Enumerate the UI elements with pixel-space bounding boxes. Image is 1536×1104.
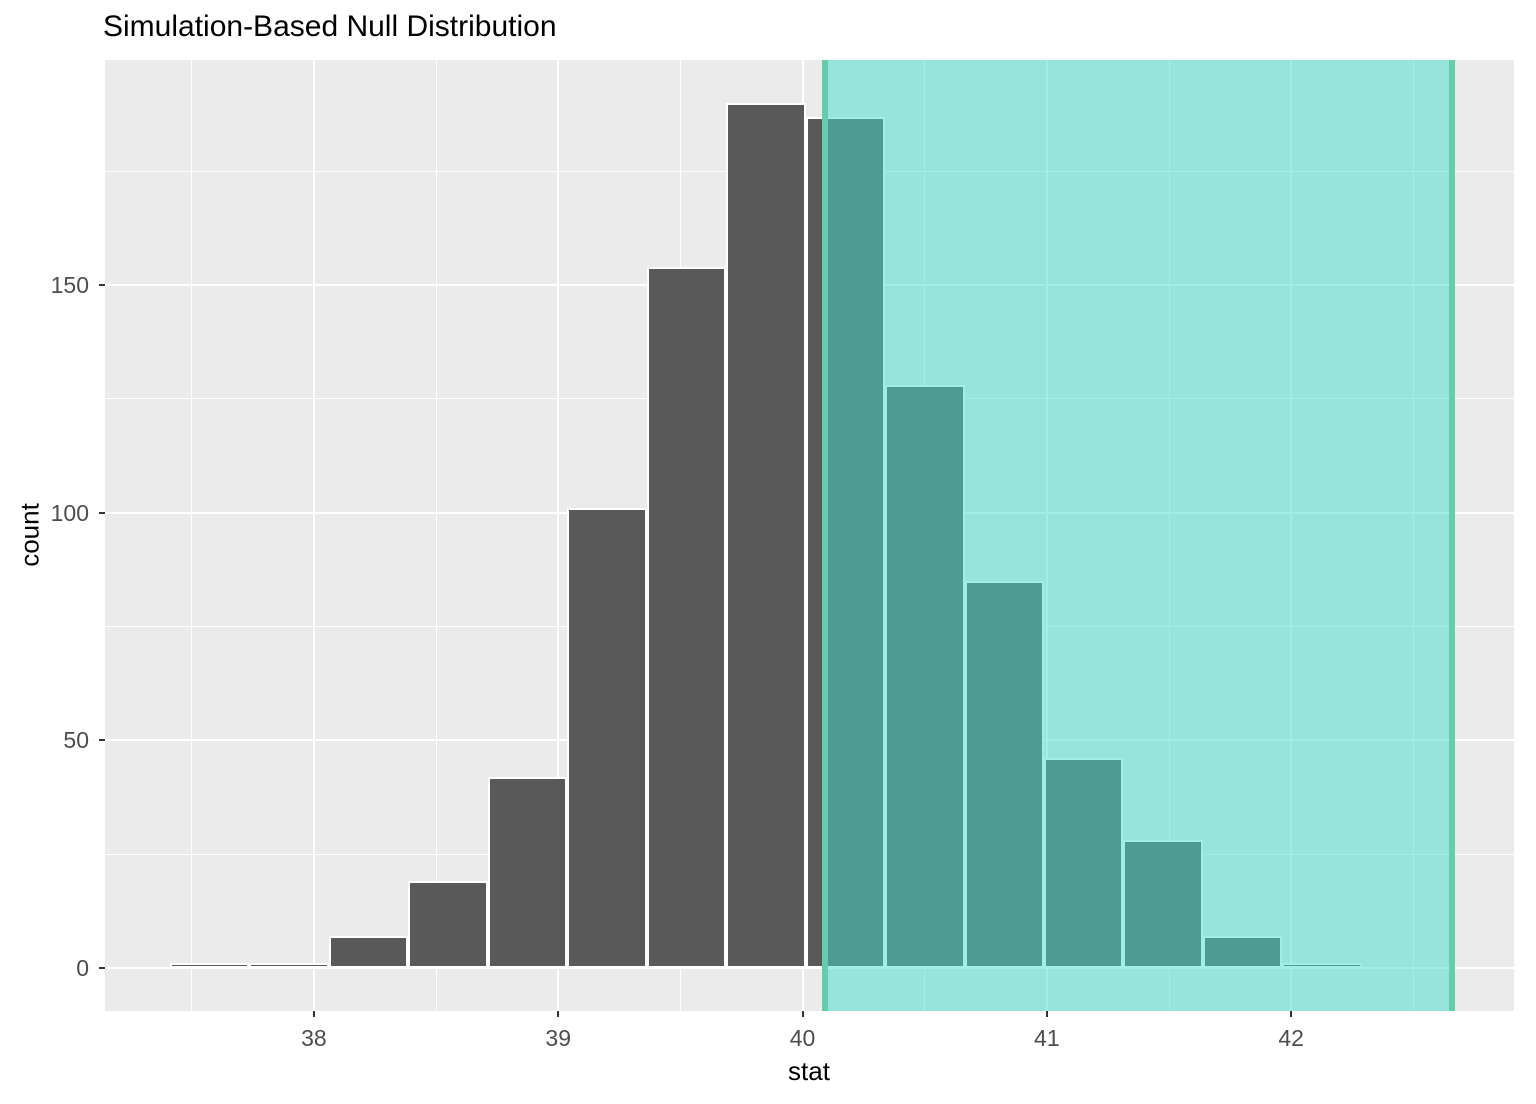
plot-title: Simulation-Based Null Distribution — [103, 10, 557, 43]
shade-region — [824, 60, 1453, 1011]
x-tick-mark — [312, 1011, 315, 1017]
histogram-bar — [169, 963, 250, 968]
y-tick-label: 100 — [50, 499, 89, 526]
x-tick-mark — [557, 1011, 560, 1017]
y-tick-label: 150 — [50, 272, 89, 299]
x-tick-label: 42 — [1278, 1025, 1304, 1051]
histogram-bar — [646, 267, 727, 968]
histogram-bar — [408, 881, 488, 968]
x-tick-label: 40 — [789, 1025, 816, 1051]
histogram-bar — [487, 776, 568, 968]
grid-minor-line-x — [191, 60, 193, 1011]
x-tick-mark — [1290, 1011, 1293, 1017]
grid-major-line-y — [105, 966, 1514, 969]
x-axis-title: stat — [788, 1056, 830, 1086]
grid-major-line-x — [557, 60, 560, 1011]
y-tick-mark — [99, 966, 105, 969]
histogram-bar — [328, 935, 409, 968]
x-tick-mark — [1045, 1011, 1048, 1017]
histogram-bar — [249, 963, 329, 968]
x-tick-label: 39 — [545, 1025, 571, 1051]
grid-minor-line-x — [435, 60, 437, 1011]
shade-lower-endpoint-line — [821, 60, 828, 1011]
histogram-bar — [567, 508, 647, 968]
grid-major-line-x — [312, 60, 315, 1011]
plot-panel — [105, 60, 1514, 1011]
x-tick-label: 38 — [301, 1025, 327, 1051]
y-tick-label: 50 — [63, 727, 89, 754]
y-tick-mark — [99, 511, 105, 514]
y-tick-mark — [99, 739, 105, 742]
histogram-bar — [726, 103, 806, 968]
y-tick-mark — [99, 284, 105, 287]
x-tick-label: 41 — [1034, 1025, 1060, 1051]
y-tick-label: 0 — [76, 954, 89, 981]
shade-upper-endpoint-line — [1449, 60, 1456, 1011]
x-tick-mark — [801, 1011, 804, 1017]
